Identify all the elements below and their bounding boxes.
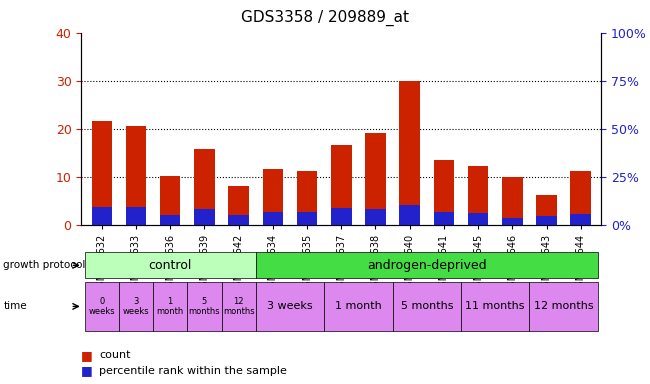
Text: growth protocol: growth protocol: [3, 260, 86, 270]
Bar: [228, 186, 249, 225]
Text: 1
month: 1 month: [157, 297, 184, 316]
Bar: [194, 149, 214, 225]
Text: count: count: [99, 350, 131, 360]
Text: 5 months: 5 months: [400, 301, 453, 311]
Bar: [194, 209, 214, 225]
Text: ■: ■: [81, 349, 93, 362]
Bar: [331, 146, 352, 225]
Bar: [263, 169, 283, 225]
Bar: [228, 215, 249, 225]
Bar: [536, 216, 557, 225]
Bar: [536, 195, 557, 225]
Bar: [365, 209, 385, 225]
Text: GDS3358 / 209889_at: GDS3358 / 209889_at: [241, 10, 409, 26]
Bar: [92, 207, 112, 225]
Bar: [263, 212, 283, 225]
Bar: [297, 171, 317, 225]
Text: 12
months: 12 months: [223, 297, 254, 316]
Bar: [468, 213, 488, 225]
Text: time: time: [3, 301, 27, 311]
Text: 5
months: 5 months: [188, 297, 220, 316]
Bar: [434, 212, 454, 225]
Bar: [468, 166, 488, 225]
Bar: [502, 218, 523, 225]
Text: percentile rank within the sample: percentile rank within the sample: [99, 366, 287, 376]
Text: 3
weeks: 3 weeks: [123, 297, 150, 316]
Bar: [571, 171, 591, 225]
Text: 12 months: 12 months: [534, 301, 593, 311]
Bar: [502, 177, 523, 225]
Text: control: control: [148, 259, 192, 272]
Bar: [365, 134, 385, 225]
Text: 0
weeks: 0 weeks: [88, 297, 115, 316]
Text: ■: ■: [81, 364, 93, 377]
Text: androgen-deprived: androgen-deprived: [367, 259, 487, 272]
Bar: [331, 209, 352, 225]
Text: 1 month: 1 month: [335, 301, 382, 311]
Bar: [399, 205, 420, 225]
Text: 3 weeks: 3 weeks: [267, 301, 313, 311]
Bar: [125, 126, 146, 225]
Bar: [160, 215, 181, 225]
Bar: [125, 207, 146, 225]
Bar: [92, 121, 112, 225]
Text: 11 months: 11 months: [465, 301, 525, 311]
Bar: [399, 81, 420, 225]
Bar: [160, 176, 181, 225]
Bar: [571, 214, 591, 225]
Bar: [434, 160, 454, 225]
Bar: [297, 212, 317, 225]
